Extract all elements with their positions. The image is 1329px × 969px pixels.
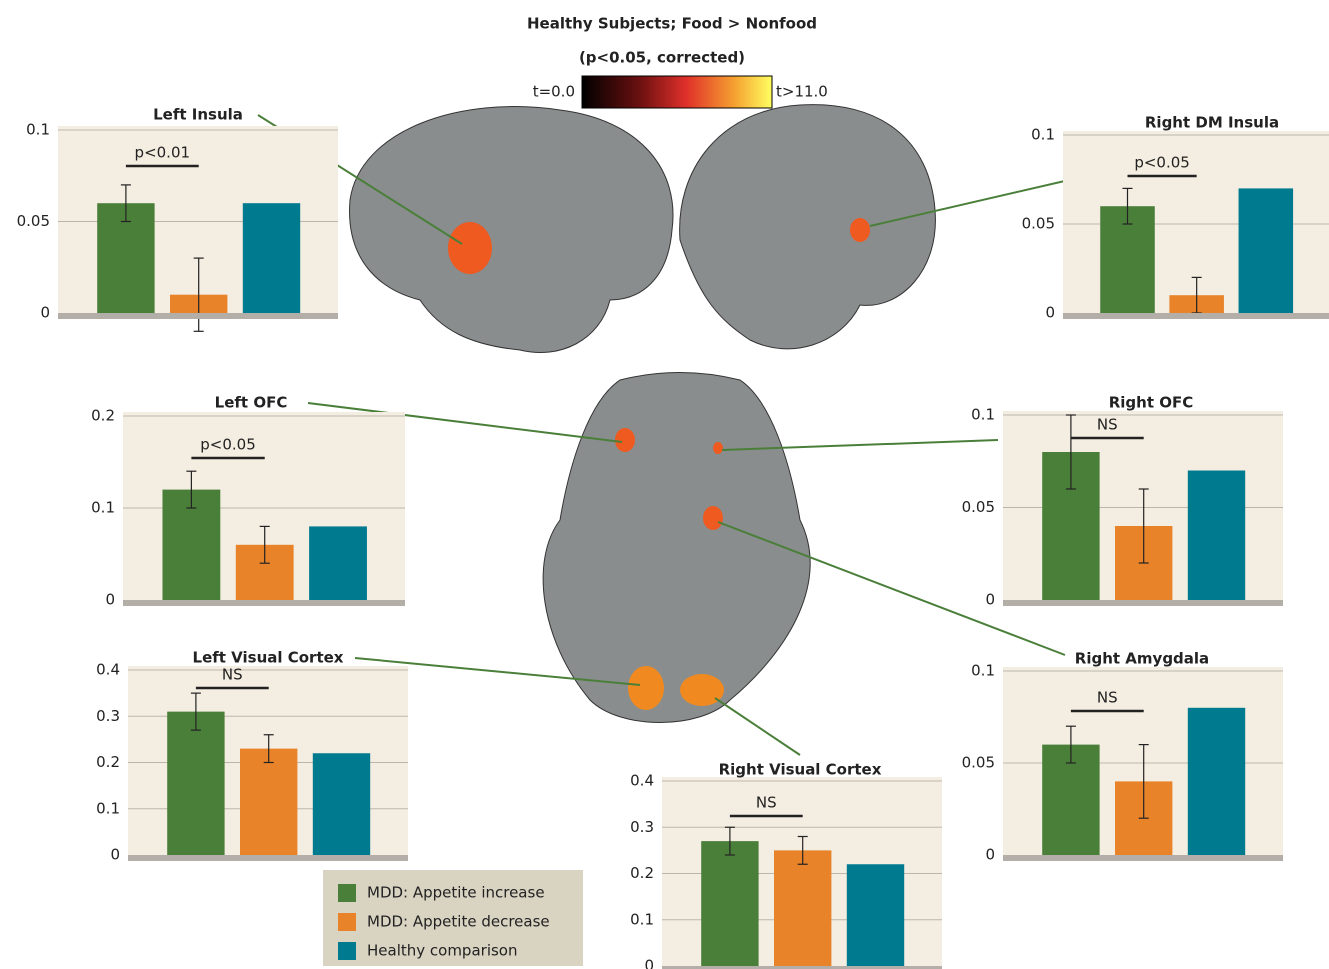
bar: [309, 526, 367, 600]
activation: [713, 442, 723, 454]
legend-box: [323, 870, 583, 966]
significance-label: NS: [1097, 689, 1118, 707]
bar: [1187, 470, 1246, 600]
colorbar-max: t>11.0: [776, 83, 828, 101]
bar: [1238, 188, 1294, 313]
x-axis: [128, 855, 408, 861]
figure-subtitle: (p<0.05, corrected): [579, 49, 745, 67]
bar: [774, 850, 832, 966]
y-tick-label: 0: [644, 957, 654, 969]
chart-title: Left Insula: [153, 106, 243, 124]
left-sagittal-brain: [349, 106, 674, 354]
legend-swatch: [338, 913, 356, 931]
activation: [850, 218, 870, 242]
activation: [628, 666, 664, 710]
x-axis: [1063, 313, 1329, 319]
leader-line: [717, 521, 1066, 656]
bar: [240, 748, 298, 855]
x-axis: [662, 966, 942, 969]
y-tick-label: 0.05: [962, 754, 995, 772]
chart-title: Left OFC: [215, 394, 288, 412]
legend-label: MDD: Appetite decrease: [367, 913, 550, 931]
activation: [703, 506, 723, 530]
y-tick-label: 0.1: [971, 662, 995, 680]
y-tick-label: 0: [40, 304, 50, 322]
significance-label: p<0.05: [1134, 154, 1190, 172]
significance-label: p<0.05: [200, 436, 256, 454]
y-tick-label: 0.2: [91, 407, 115, 425]
activation: [448, 222, 492, 274]
axial-brain: [542, 372, 811, 723]
x-axis: [1003, 855, 1283, 861]
x-axis: [123, 600, 405, 606]
y-tick-label: 0.3: [630, 818, 654, 836]
x-axis: [1003, 600, 1283, 606]
y-tick-label: 0: [105, 591, 115, 609]
y-tick-label: 0.1: [971, 406, 995, 424]
y-tick-label: 0: [985, 591, 995, 609]
significance-label: p<0.01: [135, 144, 191, 162]
y-tick-label: 0.2: [630, 864, 654, 882]
bar: [701, 841, 759, 966]
colorbar-min: t=0.0: [533, 83, 575, 101]
leader-line: [354, 657, 641, 686]
y-tick-label: 0.4: [630, 772, 654, 790]
y-tick-label: 0.4: [96, 661, 120, 679]
activation: [615, 428, 635, 452]
leader-line: [721, 439, 999, 451]
leader-line: [307, 402, 623, 443]
leader-line: [714, 697, 801, 756]
legend-label: Healthy comparison: [367, 942, 517, 960]
y-tick-label: 0.05: [1022, 215, 1055, 233]
figure-title: Healthy Subjects; Food > Nonfood: [527, 15, 817, 33]
significance-label: NS: [222, 666, 243, 684]
y-tick-label: 0.1: [26, 121, 50, 139]
activation: [680, 674, 724, 706]
bar: [242, 203, 301, 313]
bar: [167, 711, 225, 855]
y-tick-label: 0.2: [96, 753, 120, 771]
x-axis: [58, 313, 338, 319]
leader-lines: [257, 114, 1083, 756]
y-tick-label: 0.1: [1031, 126, 1055, 144]
significance-label: NS: [1097, 416, 1118, 434]
chart-title: Right DM Insula: [1145, 114, 1279, 132]
y-tick-label: 0.3: [96, 707, 120, 725]
leader-line: [869, 176, 1083, 227]
y-tick-label: 0: [985, 846, 995, 864]
significance-label: NS: [756, 794, 777, 812]
legend-swatch: [338, 942, 356, 960]
chart-title: Left Visual Cortex: [193, 649, 344, 667]
colorbar: [581, 75, 773, 109]
bar: [1187, 707, 1246, 855]
y-tick-label: 0.1: [91, 499, 115, 517]
right-sagittal-brain: [679, 104, 936, 350]
chart-title: Right OFC: [1109, 394, 1194, 412]
y-tick-label: 0: [1045, 304, 1055, 322]
bar: [846, 864, 905, 966]
legend-swatch: [338, 884, 356, 902]
y-tick-label: 0: [110, 846, 120, 864]
y-tick-label: 0.05: [962, 498, 995, 516]
y-tick-label: 0.1: [630, 910, 654, 928]
brain-images: [349, 104, 936, 723]
bar: [312, 753, 371, 855]
chart-title: Right Amygdala: [1075, 650, 1209, 668]
chart-title: Right Visual Cortex: [719, 761, 882, 779]
y-tick-label: 0.05: [17, 212, 50, 230]
legend-label: MDD: Appetite increase: [367, 884, 545, 902]
y-tick-label: 0.1: [96, 799, 120, 817]
